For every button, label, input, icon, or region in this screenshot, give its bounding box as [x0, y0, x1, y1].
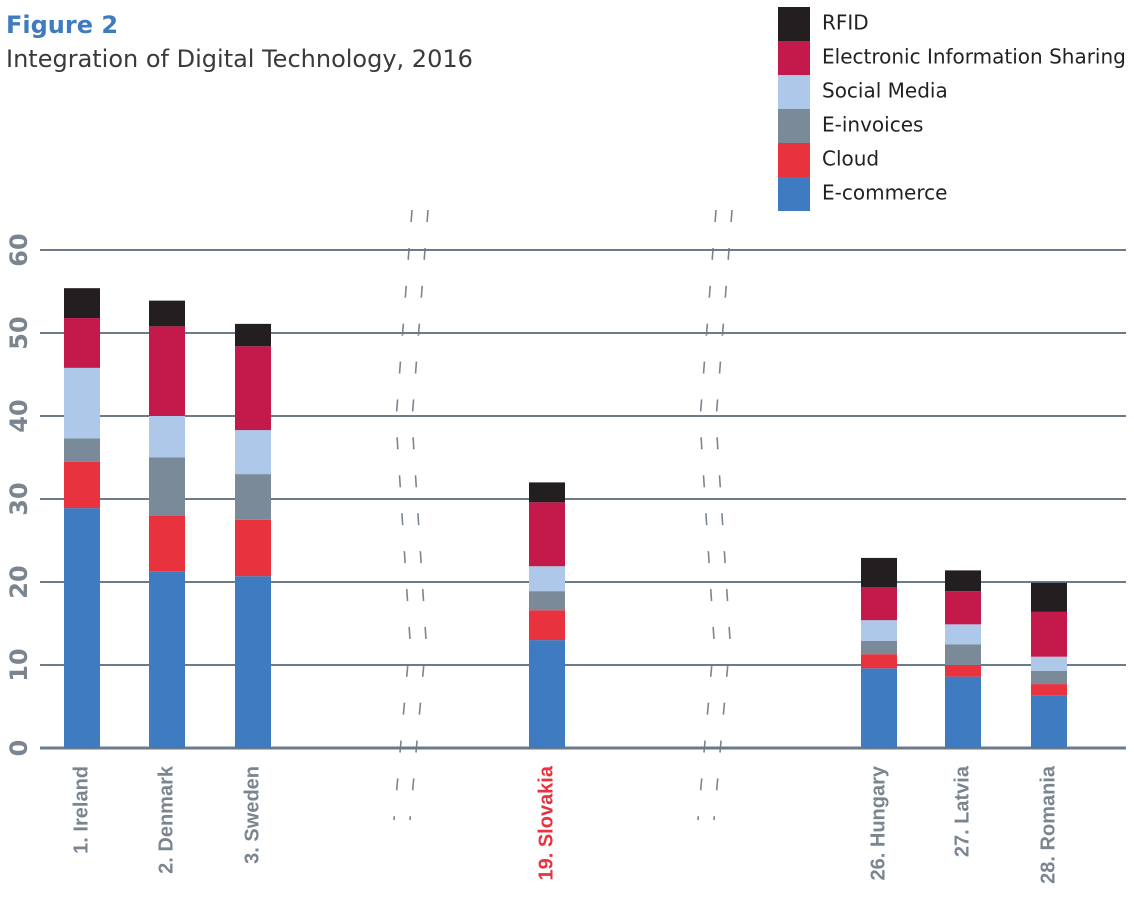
y-tick-label: 30 — [5, 482, 33, 515]
bar-segment — [861, 654, 897, 669]
x-tick-label: 26. Hungary — [867, 765, 889, 880]
chart-subtitle: Integration of Digital Technology, 2016 — [6, 45, 473, 73]
bar-segment — [529, 566, 565, 592]
y-tick-label: 20 — [5, 565, 33, 598]
bar-segment — [64, 288, 100, 319]
legend-swatch — [778, 75, 810, 109]
bar-segment — [1031, 656, 1067, 671]
bar-segment — [64, 508, 100, 748]
bar-segment — [861, 668, 897, 748]
bar-segment — [64, 367, 100, 439]
x-tick-label: 1. Ireland — [70, 766, 92, 854]
bar-segment — [149, 326, 185, 416]
bar-segment — [1031, 695, 1067, 748]
legend-swatch — [778, 177, 810, 211]
y-tick-label: 40 — [5, 399, 33, 432]
legend-label: E-invoices — [822, 113, 923, 137]
bar-segment — [235, 519, 271, 577]
chart-title: Figure 2 — [6, 11, 118, 39]
bar-segment — [861, 557, 897, 587]
bar-segment — [529, 640, 565, 748]
y-tick-label: 50 — [5, 316, 33, 349]
x-tick-label: 27. Latvia — [951, 765, 973, 857]
legend-label: Cloud — [822, 147, 879, 171]
bar-segment — [1031, 611, 1067, 657]
bar-segment — [945, 570, 981, 592]
bar-segment — [235, 430, 271, 475]
bar-segment — [945, 665, 981, 677]
bar-segment — [945, 591, 981, 625]
x-tick-label: 2. Denmark — [155, 765, 177, 874]
legend-label: Electronic Information Sharing — [822, 45, 1126, 69]
legend-swatch — [778, 41, 810, 75]
bar-segment — [149, 571, 185, 748]
bar-segment — [149, 457, 185, 516]
legend-swatch — [778, 7, 810, 41]
x-tick-label: 19. Slovakia — [535, 765, 557, 880]
bar-segment — [64, 318, 100, 368]
bar-segment — [529, 591, 565, 611]
bar-segment — [529, 610, 565, 641]
bar-segment — [235, 323, 271, 347]
bar-segment — [149, 416, 185, 458]
bar-segment — [149, 300, 185, 327]
bar-segment — [861, 640, 897, 655]
x-tick-label: 3. Sweden — [241, 766, 263, 864]
x-tick-label: 28. Romania — [1037, 765, 1059, 884]
y-tick-label: 60 — [5, 233, 33, 266]
bar-segment — [945, 676, 981, 748]
bar-segment — [235, 346, 271, 431]
legend-label: RFID — [822, 11, 869, 35]
bar-segment — [64, 461, 100, 509]
bar-segment — [149, 515, 185, 572]
legend-swatch — [778, 109, 810, 143]
legend-label: Social Media — [822, 79, 948, 103]
legend-label: E-commerce — [822, 181, 947, 205]
bar-segment — [529, 502, 565, 567]
bar-segment — [861, 586, 897, 621]
bar-segment — [1031, 684, 1067, 696]
bar-segment — [945, 644, 981, 665]
bar-segment — [1031, 582, 1067, 612]
legend-swatch — [778, 143, 810, 177]
bar-segment — [235, 474, 271, 520]
y-tick-label: 10 — [5, 648, 33, 681]
bar-segment — [945, 624, 981, 645]
bar-segment — [861, 620, 897, 641]
bar-segment — [529, 482, 565, 503]
bar-segment — [64, 438, 100, 462]
bar-segment — [235, 576, 271, 748]
y-tick-label: 0 — [5, 740, 33, 757]
bar-segment — [1031, 670, 1067, 685]
